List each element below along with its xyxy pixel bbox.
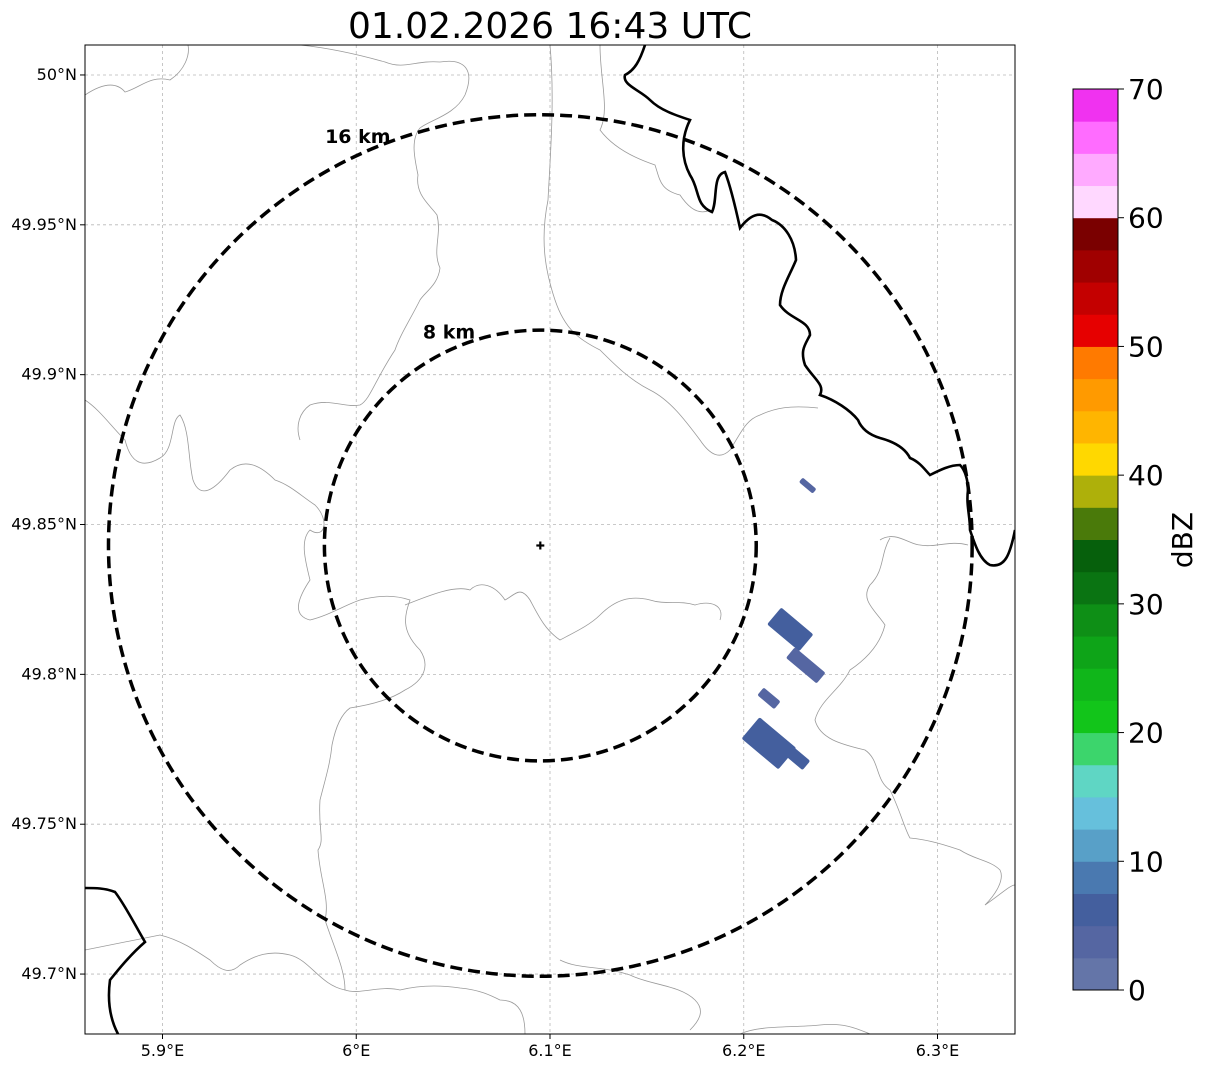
radar-echo xyxy=(786,647,825,683)
colorbar-segment xyxy=(1073,700,1118,734)
colorbar-segment xyxy=(1073,507,1118,540)
radar-echo xyxy=(742,717,796,769)
range-ring xyxy=(106,112,974,978)
admin-boundaries xyxy=(85,45,1015,1034)
gridlines xyxy=(85,45,1015,1034)
colorbar-frame xyxy=(1072,88,1119,991)
x-tick-label: 6.1°E xyxy=(528,1041,572,1060)
y-tick-label: 49.85°N xyxy=(11,515,77,534)
colorbar-segments xyxy=(1073,89,1118,991)
admin-boundary xyxy=(739,1023,871,1034)
colorbar-segment xyxy=(1073,217,1118,251)
y-tick-label: 49.95°N xyxy=(11,215,77,234)
colorbar-tick-label: 20 xyxy=(1128,717,1164,750)
colorbar-tick-label: 0 xyxy=(1128,974,1146,1007)
colorbar-segment xyxy=(1073,668,1118,701)
latitude-ticks: 50°N 49.95°N 49.9°N 49.85°N 49.8°N 49.75°N 49.… xyxy=(11,65,85,983)
radar-echo xyxy=(799,478,816,493)
colorbar-tick-label: 10 xyxy=(1128,845,1164,878)
colorbar-segment xyxy=(1073,249,1118,283)
colorbar-segment xyxy=(1073,314,1118,347)
colorbar-segment xyxy=(1073,764,1118,798)
colorbar-tick-label: 60 xyxy=(1128,202,1164,235)
y-tick-label: 50°N xyxy=(37,65,77,84)
colorbar-segment xyxy=(1073,121,1118,154)
colorbar-tick-label: 30 xyxy=(1128,588,1164,621)
range-ring xyxy=(322,328,758,763)
colorbar-segment xyxy=(1073,378,1118,412)
colorbar-segment xyxy=(1073,185,1118,219)
y-tick-label: 49.9°N xyxy=(21,365,77,384)
admin-boundary xyxy=(85,934,346,991)
colorbar-segment xyxy=(1073,829,1118,862)
admin-boundary xyxy=(543,45,819,456)
colorbar-segment xyxy=(1073,796,1118,830)
colorbar-segment xyxy=(1073,603,1118,637)
admin-boundary xyxy=(599,45,711,213)
colorbar-tick-label: 50 xyxy=(1128,330,1164,363)
colorbar-segment xyxy=(1073,636,1118,669)
colorbar-segment xyxy=(1073,346,1118,380)
longitude-ticks: 5.9°E 6°E 6.1°E 6.2°E 6.3°E xyxy=(141,1034,960,1060)
country-border xyxy=(85,886,147,1034)
admin-boundary xyxy=(879,536,969,547)
map-title: 01.02.2026 16:43 UTC xyxy=(348,6,752,47)
colorbar-segment xyxy=(1073,539,1118,573)
colorbar-segment xyxy=(1073,410,1118,444)
range-ring-label: 8 km xyxy=(423,321,475,343)
colorbar-segment xyxy=(1073,282,1118,315)
range-ring-label: 16 km xyxy=(325,126,391,148)
map-area[interactable]: 8 km 16 km xyxy=(84,44,1016,1035)
colorbar-segment xyxy=(1073,475,1118,508)
x-tick-label: 6.2°E xyxy=(722,1041,766,1060)
x-tick-label: 5.9°E xyxy=(141,1041,185,1060)
colorbar: 0 10 20 30 40 50 60 70 dBZ xyxy=(1072,73,1199,1007)
y-tick-label: 49.8°N xyxy=(21,664,77,683)
colorbar-segment xyxy=(1073,89,1118,122)
radar-echo xyxy=(758,688,780,709)
colorbar-segment xyxy=(1073,957,1118,991)
radar-echo xyxy=(767,608,813,651)
admin-boundary xyxy=(559,959,701,1031)
colorbar-segment xyxy=(1073,925,1118,959)
admin-boundary xyxy=(85,45,189,96)
admin-boundary xyxy=(297,45,470,441)
radar-site-marker xyxy=(536,541,545,550)
colorbar-label: dBZ xyxy=(1166,512,1199,568)
colorbar-tick-label: 70 xyxy=(1128,73,1164,106)
range-rings: 8 km 16 km xyxy=(106,112,974,978)
colorbar-segment xyxy=(1073,732,1118,766)
colorbar-tick-label: 40 xyxy=(1128,459,1164,492)
x-tick-label: 6°E xyxy=(342,1041,370,1060)
colorbar-segment xyxy=(1073,893,1118,927)
admin-boundary xyxy=(814,537,1015,906)
radar-echo xyxy=(778,741,810,770)
y-tick-label: 49.7°N xyxy=(21,964,77,983)
admin-boundary xyxy=(404,584,722,641)
radar-echoes xyxy=(742,478,825,770)
colorbar-segment xyxy=(1073,571,1118,605)
colorbar-segment xyxy=(1073,442,1118,476)
x-tick-label: 6.3°E xyxy=(916,1041,960,1060)
y-tick-label: 49.75°N xyxy=(11,814,77,833)
colorbar-segment xyxy=(1073,861,1118,894)
colorbar-ticks: 0 10 20 30 40 50 60 70 xyxy=(1118,73,1164,1007)
colorbar-segment xyxy=(1073,153,1118,187)
